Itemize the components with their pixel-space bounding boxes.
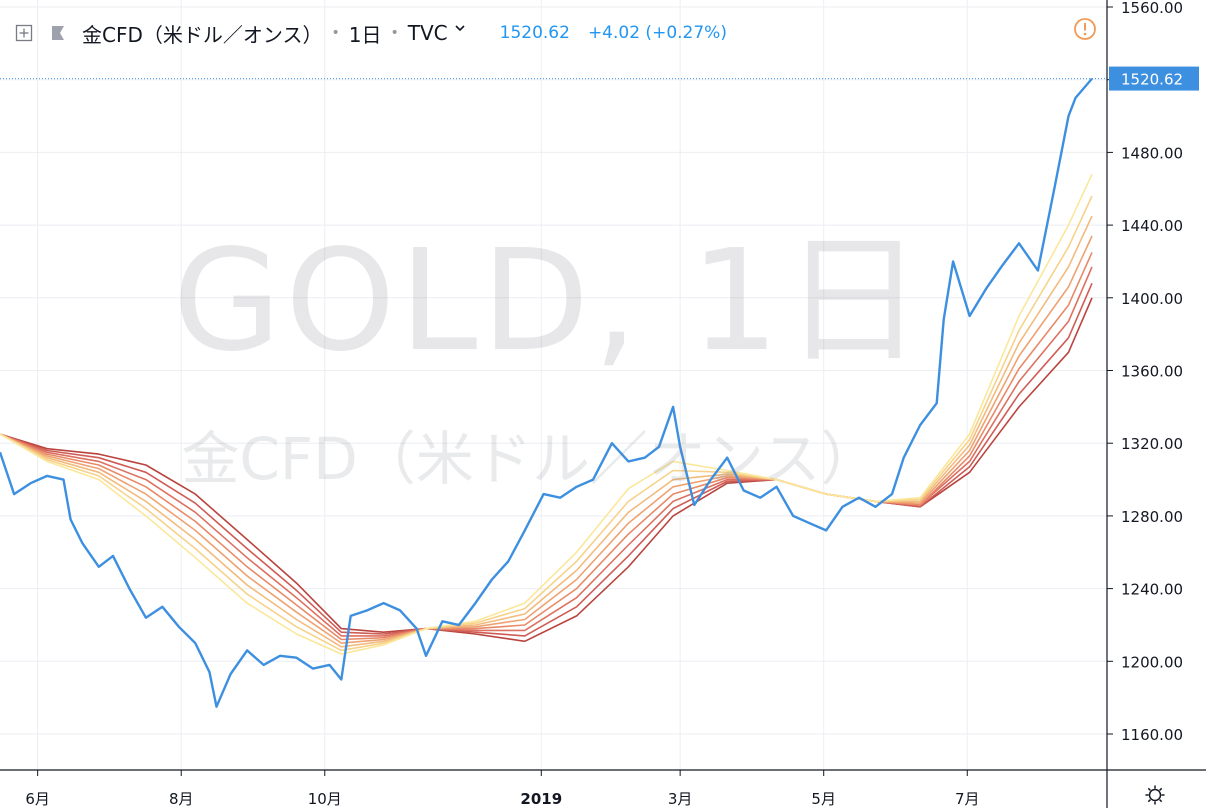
header-separator: • xyxy=(390,25,399,41)
header-separator: • xyxy=(331,25,340,41)
x-tick-label: 7月 xyxy=(955,790,980,808)
ema-ribbon xyxy=(0,173,1093,655)
ema-ribbon-line xyxy=(0,235,1093,644)
y-tick-label: 1280.00 xyxy=(1121,508,1183,526)
ema-ribbon-line xyxy=(0,215,1093,648)
price-change-value: +4.02 (+0.27%) xyxy=(587,23,727,43)
gear-icon[interactable] xyxy=(1143,783,1167,807)
interval-label[interactable]: 1日 xyxy=(348,22,382,47)
y-tick-label: 1200.00 xyxy=(1121,653,1183,671)
y-tick-label: 1400.00 xyxy=(1121,290,1183,308)
last-price-tag xyxy=(1109,66,1199,91)
y-tick-label: 1360.00 xyxy=(1121,363,1183,381)
ema-ribbon-line xyxy=(0,252,1093,641)
series-flag-icon[interactable] xyxy=(48,23,68,43)
y-tick-label: 1240.00 xyxy=(1121,581,1183,599)
ema-ribbon-line xyxy=(0,173,1093,655)
provider-label: TVC xyxy=(407,21,448,45)
last-price-value: 1520.62 xyxy=(499,23,570,43)
chart-grid xyxy=(0,0,1107,770)
price-series xyxy=(0,77,1107,708)
price-line xyxy=(0,77,1093,708)
y-tick-label: 1160.00 xyxy=(1121,726,1183,744)
provider-menu[interactable]: TVC xyxy=(408,21,466,45)
description-watermark: 金CFD（米ドル／オンス） xyxy=(181,425,879,493)
y-tick-label: 1320.00 xyxy=(1121,435,1183,453)
ema-ribbon-line xyxy=(0,282,1093,637)
x-tick-label: 6月 xyxy=(25,790,50,808)
x-tick-label: 8月 xyxy=(169,790,194,808)
ema-ribbon-line xyxy=(0,195,1093,652)
y-tick-label: 1480.00 xyxy=(1121,144,1183,162)
alert-circle-icon[interactable] xyxy=(1073,17,1097,41)
symbol-title[interactable]: 金CFD（米ドル／オンス） xyxy=(82,22,323,47)
symbol-watermark: GOLD, 1日 xyxy=(172,220,928,383)
last-price-tag-label: 1520.62 xyxy=(1121,71,1183,89)
chart-legend-header: 金CFD（米ドル／オンス） • 1日 • TVC 1520.62 +4.02 (… xyxy=(14,16,727,50)
x-tick-label: 2019 xyxy=(520,790,562,808)
y-tick-label: 1560.00 xyxy=(1121,0,1183,17)
chevron-down-icon xyxy=(455,25,465,32)
x-tick-label: 5月 xyxy=(811,790,836,808)
y-tick-label: 1440.00 xyxy=(1121,217,1183,235)
plus-square-icon[interactable] xyxy=(14,23,34,43)
x-tick-label: 10月 xyxy=(308,790,342,808)
x-tick-label: 3月 xyxy=(668,790,693,808)
